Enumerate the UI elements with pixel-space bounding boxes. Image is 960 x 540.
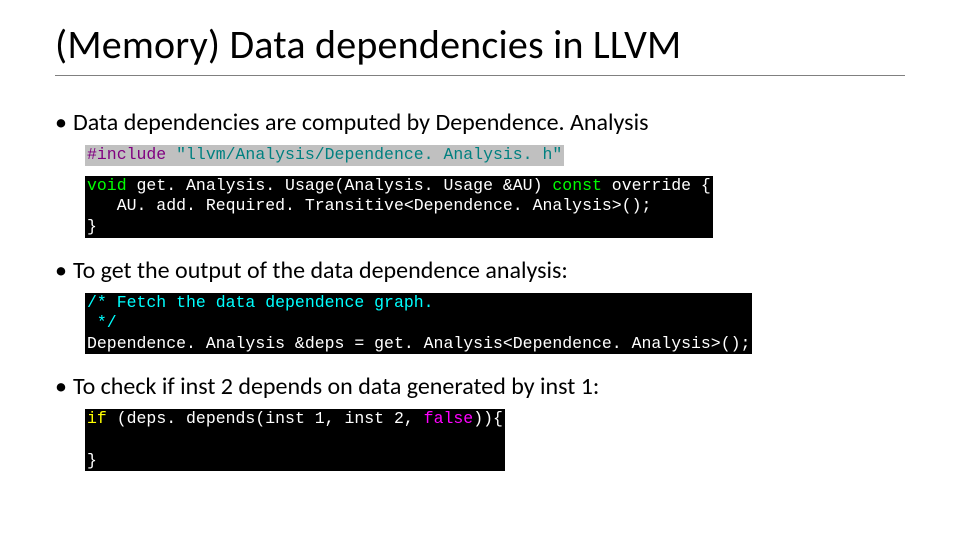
code-getanalysisusage: void get. Analysis. Usage(Analysis. Usag… [85,176,713,238]
code-comment1: /* Fetch the data dependence graph. [87,293,434,312]
code-string: "llvm/Analysis/Dependence. Analysis. h" [176,145,562,164]
bullet-1: Data dependencies are computed by Depend… [55,108,905,137]
code-line2: AU. add. Required. Transitive<Dependence… [87,196,651,215]
code-false: false [424,409,474,428]
code-fetchgraph: /* Fetch the data dependence graph. */ D… [85,293,752,355]
code-comment2: */ [87,313,117,332]
code-depends-end: )){ [473,409,503,428]
code-keyword: #include [87,145,166,164]
code-closebrace: } [87,451,97,470]
code-fn: get. Analysis. Usage(Analysis. Usage &AU… [137,176,553,195]
slide: (Memory) Data dependencies in LLVM Data … [0,0,960,497]
bullet-3: To check if inst 2 depends on data gener… [55,372,905,401]
code-keyword-void: void [87,176,127,195]
code-line3: } [87,217,97,236]
code-rest: override { [602,176,711,195]
bullet-2: To get the output of the data dependence… [55,256,905,285]
code-depends: if (deps. depends(inst 1, inst 2, false)… [85,409,505,471]
code-depends-call: (deps. depends(inst 1, inst 2, [107,409,424,428]
code-keyword-if: if [87,409,107,428]
code-keyword-const: const [552,176,602,195]
code-include: #include "llvm/Analysis/Dependence. Anal… [85,145,564,166]
slide-title: (Memory) Data dependencies in LLVM [55,20,905,76]
code-line3b: Dependence. Analysis &deps = get. Analys… [87,334,750,353]
